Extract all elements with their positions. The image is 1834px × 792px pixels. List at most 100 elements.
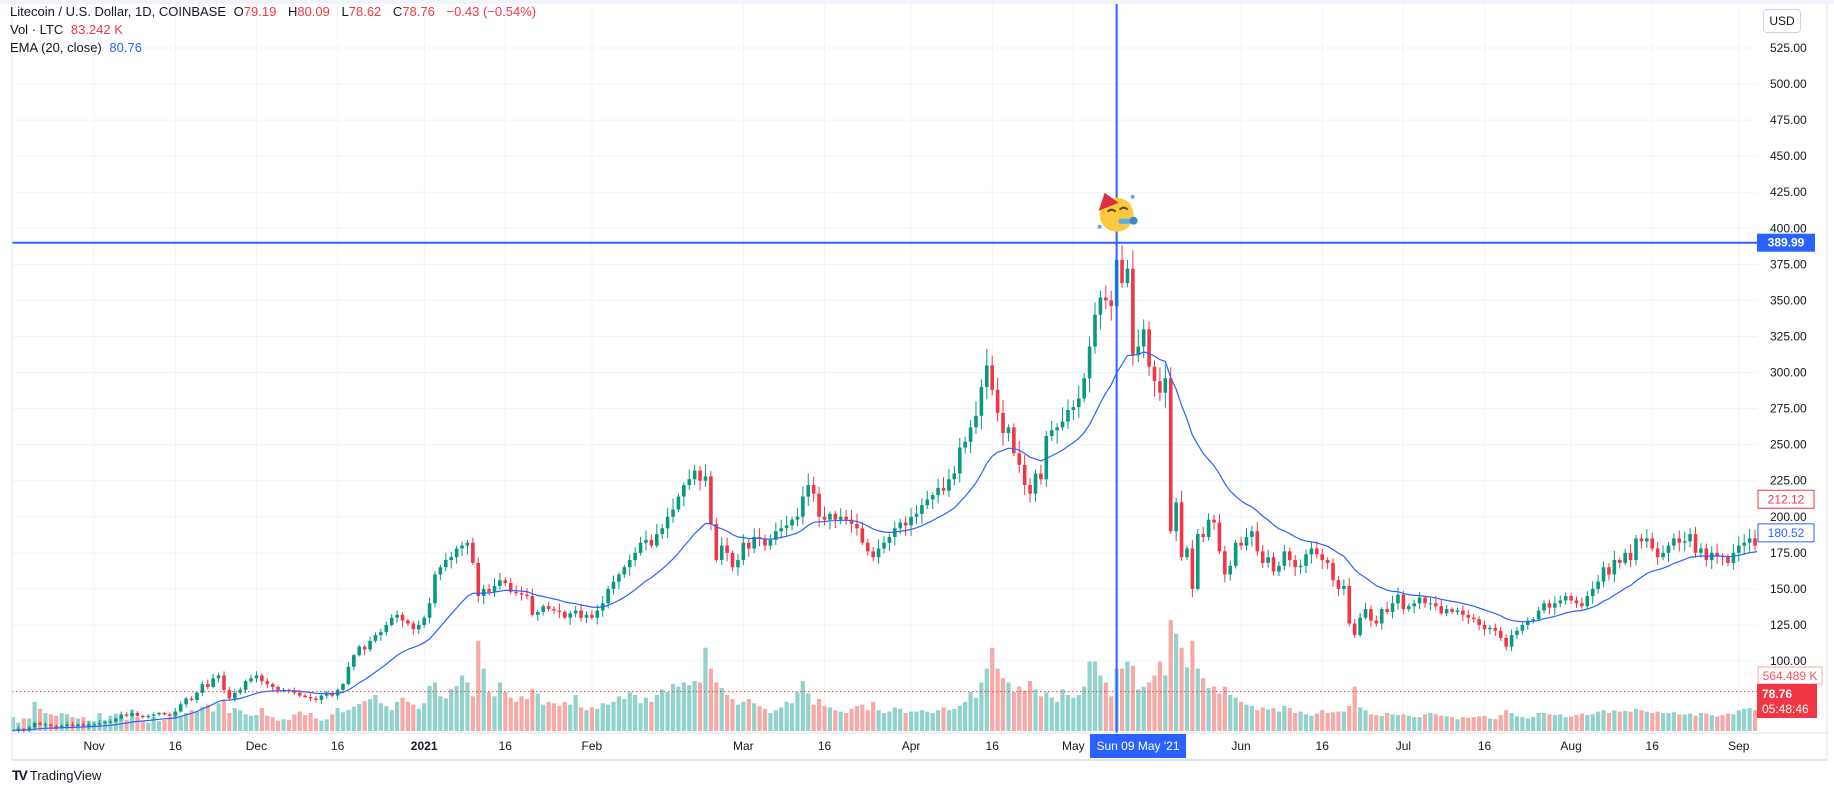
candle xyxy=(1017,440,1022,474)
candle xyxy=(687,469,692,490)
volume-bar xyxy=(1087,661,1092,731)
candle xyxy=(389,614,394,627)
candle xyxy=(1352,619,1357,639)
candle xyxy=(1401,590,1406,614)
volume-bar xyxy=(1379,715,1384,731)
candle xyxy=(817,486,821,528)
candle-body xyxy=(784,525,789,529)
candle xyxy=(941,477,946,495)
candle xyxy=(1536,606,1541,621)
candle-body xyxy=(535,611,540,615)
tradingview-logo[interactable]: TV TradingView xyxy=(12,767,101,783)
candle xyxy=(876,539,881,564)
candle xyxy=(1612,550,1617,583)
candle-body xyxy=(573,610,578,614)
volume-bar xyxy=(135,717,140,731)
candle xyxy=(1233,540,1238,569)
candle xyxy=(1082,372,1086,403)
volume-bar xyxy=(681,682,686,731)
volume-legend[interactable]: Vol · LTC 83.242 K xyxy=(10,22,127,38)
candle-body xyxy=(1434,603,1438,607)
candle-body xyxy=(319,695,324,700)
price-axis[interactable] xyxy=(1757,4,1827,733)
candle-body xyxy=(1450,609,1454,612)
price-tick-label: 500.00 xyxy=(1770,77,1807,91)
candle-body xyxy=(314,698,318,700)
candle xyxy=(454,545,459,564)
candle xyxy=(81,721,86,728)
candle-body xyxy=(135,712,140,716)
candle xyxy=(768,534,773,550)
volume-bar xyxy=(1650,712,1655,731)
candle xyxy=(535,609,540,621)
volume-bar xyxy=(1228,694,1233,731)
candle xyxy=(1363,603,1368,620)
time-tick-labels[interactable]: Nov 16 Dec 16 2021 16 Feb Mar 16 Apr 16 May Jun 16 Jul… xyxy=(83,739,1749,753)
candle-body xyxy=(957,447,962,474)
volume-bar xyxy=(216,703,221,731)
volume-bar xyxy=(1276,711,1282,731)
price-tick-label: 225.00 xyxy=(1770,474,1807,488)
candle-body xyxy=(1379,609,1384,624)
volume-bar xyxy=(1222,686,1227,731)
candle xyxy=(276,685,280,694)
candle-body xyxy=(1071,407,1076,411)
candle xyxy=(682,482,686,507)
ema-legend[interactable]: EMA (20, close) 80.76 xyxy=(10,40,146,56)
candle xyxy=(698,465,702,491)
candle xyxy=(611,575,616,595)
volume-bar xyxy=(1688,713,1693,731)
volume-bar xyxy=(1390,714,1395,731)
candle-body xyxy=(1736,545,1741,553)
svg-text:Sun 09 May '21: Sun 09 May '21 xyxy=(1096,739,1179,753)
candle-body xyxy=(400,614,405,621)
candle-body xyxy=(1488,627,1492,630)
volume-bar xyxy=(541,704,546,731)
volume-bar xyxy=(1136,689,1141,731)
candle-body xyxy=(563,611,567,618)
candle-body xyxy=(1158,381,1162,393)
candle xyxy=(1444,604,1449,617)
candle-body xyxy=(503,580,508,584)
candle xyxy=(265,678,270,689)
candle-body xyxy=(622,567,627,575)
candle-body xyxy=(1206,519,1211,537)
candle-body xyxy=(1201,534,1205,537)
price-tick-label: 400.00 xyxy=(1770,221,1807,235)
candle xyxy=(1477,616,1481,631)
party-face-icon[interactable] xyxy=(1097,192,1138,232)
candle-body xyxy=(1141,329,1146,347)
symbol-legend[interactable]: Litecoin / U.S. Dollar, 1D, COINBASE O79… xyxy=(10,4,540,20)
candle-body xyxy=(162,712,167,715)
volume-bar xyxy=(303,715,308,731)
volume-bar xyxy=(1520,717,1525,731)
volume-bar xyxy=(422,703,427,731)
volume-bar xyxy=(1536,712,1541,731)
volume-bar xyxy=(1477,716,1482,731)
volume-bar xyxy=(573,694,578,731)
candle-body xyxy=(1520,624,1525,631)
candle-body xyxy=(498,580,502,586)
symbol-title[interactable]: Litecoin / U.S. Dollar, 1D, COINBASE xyxy=(10,4,227,19)
volume-bar xyxy=(741,701,746,731)
price-tick-label: 525.00 xyxy=(1770,41,1807,55)
candle-body xyxy=(103,721,107,724)
candle xyxy=(1033,469,1038,502)
volume-bar xyxy=(140,720,145,731)
candle xyxy=(1585,591,1590,610)
candle-body xyxy=(130,712,134,716)
candle-body xyxy=(487,588,491,592)
candle-body xyxy=(530,596,535,615)
candle xyxy=(476,557,481,603)
candle-body xyxy=(43,724,48,726)
candle xyxy=(833,510,838,529)
candle xyxy=(1120,245,1124,288)
candle-body xyxy=(920,505,924,514)
price-tick-label: 375.00 xyxy=(1770,257,1807,271)
candle-body xyxy=(1569,596,1573,601)
volume-bar xyxy=(27,718,32,731)
candle xyxy=(465,539,470,555)
currency-button[interactable]: USD xyxy=(1763,9,1801,33)
candle xyxy=(260,673,264,686)
